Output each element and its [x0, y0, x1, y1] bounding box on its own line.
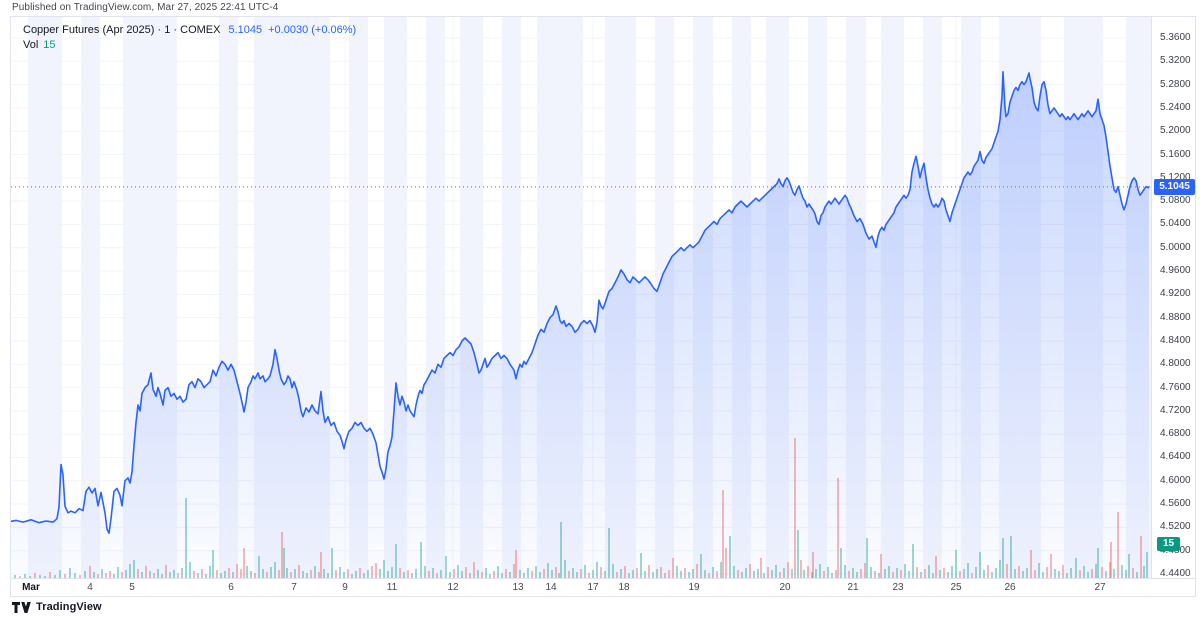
volume-value: 15 [43, 39, 56, 51]
price-scale-label: 5.0800 [1160, 195, 1191, 207]
tradingview-brand-text[interactable]: TradingView [36, 601, 102, 613]
time-scale-label: Mar [22, 582, 40, 593]
time-scale-label: 23 [892, 582, 904, 593]
price-scale-label: 4.7600 [1160, 381, 1191, 393]
price-area-fill [11, 71, 1149, 578]
price-scale-label: 4.6000 [1160, 474, 1191, 486]
time-scale-label: 20 [779, 582, 791, 593]
price-pane[interactable] [11, 17, 1151, 578]
time-scale-label: 19 [688, 582, 700, 593]
price-change-value: +0.0030 (+0.06%) [268, 24, 357, 36]
volume-label: Vol [23, 39, 39, 51]
price-scale-label: 5.0400 [1160, 218, 1191, 230]
price-scale-label: 5.1200 [1160, 171, 1191, 183]
time-scale-label: 11 [386, 582, 398, 593]
price-scale-label: 4.6800 [1160, 428, 1191, 440]
time-scale-label: 6 [228, 582, 234, 593]
time-scale-label: 14 [545, 582, 557, 593]
time-scale[interactable]: Mar 4 5 6 7 9 11 12 13 14 17 18 19 20 21 23 25 26 27 [11, 578, 1195, 595]
price-scale-label: 4.8000 [1160, 358, 1191, 370]
time-scale-label: 9 [342, 582, 348, 593]
time-scale-label: 5 [129, 582, 135, 593]
price-scale-label: 4.6400 [1160, 451, 1191, 463]
last-price-value: 5.1045 [228, 24, 263, 36]
time-scale-label: 13 [512, 582, 524, 593]
time-scale-label: 21 [847, 582, 859, 593]
price-scale-label: 5.2000 [1160, 125, 1191, 137]
time-scale-label: 4 [87, 582, 93, 593]
chart-frame: Copper Futures (Apr 2025) · 1 · COMEX 5.1… [10, 16, 1196, 597]
published-text: Published on TradingView.com, Mar 27, 20… [12, 2, 279, 13]
session-band [28, 17, 62, 578]
price-scale-label: 5.2400 [1160, 101, 1191, 113]
symbol-title: Copper Futures (Apr 2025) · 1 · COMEX [23, 24, 221, 36]
time-scale-label: 7 [291, 582, 297, 593]
price-scale[interactable]: 5.1045 15 5.3600 5.3200 5.2800 5.2400 5.2000… [1151, 17, 1195, 579]
footer: TradingView [12, 601, 102, 613]
legend-volume-row: Vol 15 [23, 38, 356, 53]
price-scale-label: 4.8400 [1160, 334, 1191, 346]
price-scale-label: 4.8800 [1160, 311, 1191, 323]
price-scale-label: 4.9600 [1160, 265, 1191, 277]
volume-badge: 15 [1157, 537, 1180, 551]
price-pane-svg [11, 17, 1151, 578]
price-scale-label: 4.7200 [1160, 404, 1191, 416]
time-scale-label: 25 [950, 582, 962, 593]
tradingview-logo-icon[interactable] [12, 601, 31, 613]
price-scale-label: 5.3600 [1160, 32, 1191, 43]
price-scale-label: 4.9200 [1160, 288, 1191, 300]
price-scale-label: 5.2800 [1160, 78, 1191, 90]
price-scale-label: 5.1600 [1160, 148, 1191, 160]
time-scale-label: 27 [1094, 582, 1106, 593]
price-scale-label: 4.5600 [1160, 498, 1191, 510]
price-scale-label: 5.3200 [1160, 55, 1191, 67]
time-scale-label: 12 [447, 582, 459, 593]
last-price-badge: 5.1045 [1154, 178, 1195, 195]
time-scale-label: 26 [1004, 582, 1016, 593]
chart-legend: Copper Futures (Apr 2025) · 1 · COMEX 5.1… [23, 23, 356, 53]
price-scale-label: 5.0000 [1160, 241, 1191, 253]
price-line [11, 70, 1150, 535]
time-scale-label: 17 [587, 582, 599, 593]
published-bar: Published on TradingView.com, Mar 27, 20… [0, 0, 1200, 16]
time-scale-label: 18 [618, 582, 630, 593]
price-scale-label: 4.5200 [1160, 521, 1191, 533]
legend-symbol-row: Copper Futures (Apr 2025) · 1 · COMEX 5.1… [23, 23, 356, 38]
price-scale-label: 4.4400 [1160, 568, 1191, 579]
